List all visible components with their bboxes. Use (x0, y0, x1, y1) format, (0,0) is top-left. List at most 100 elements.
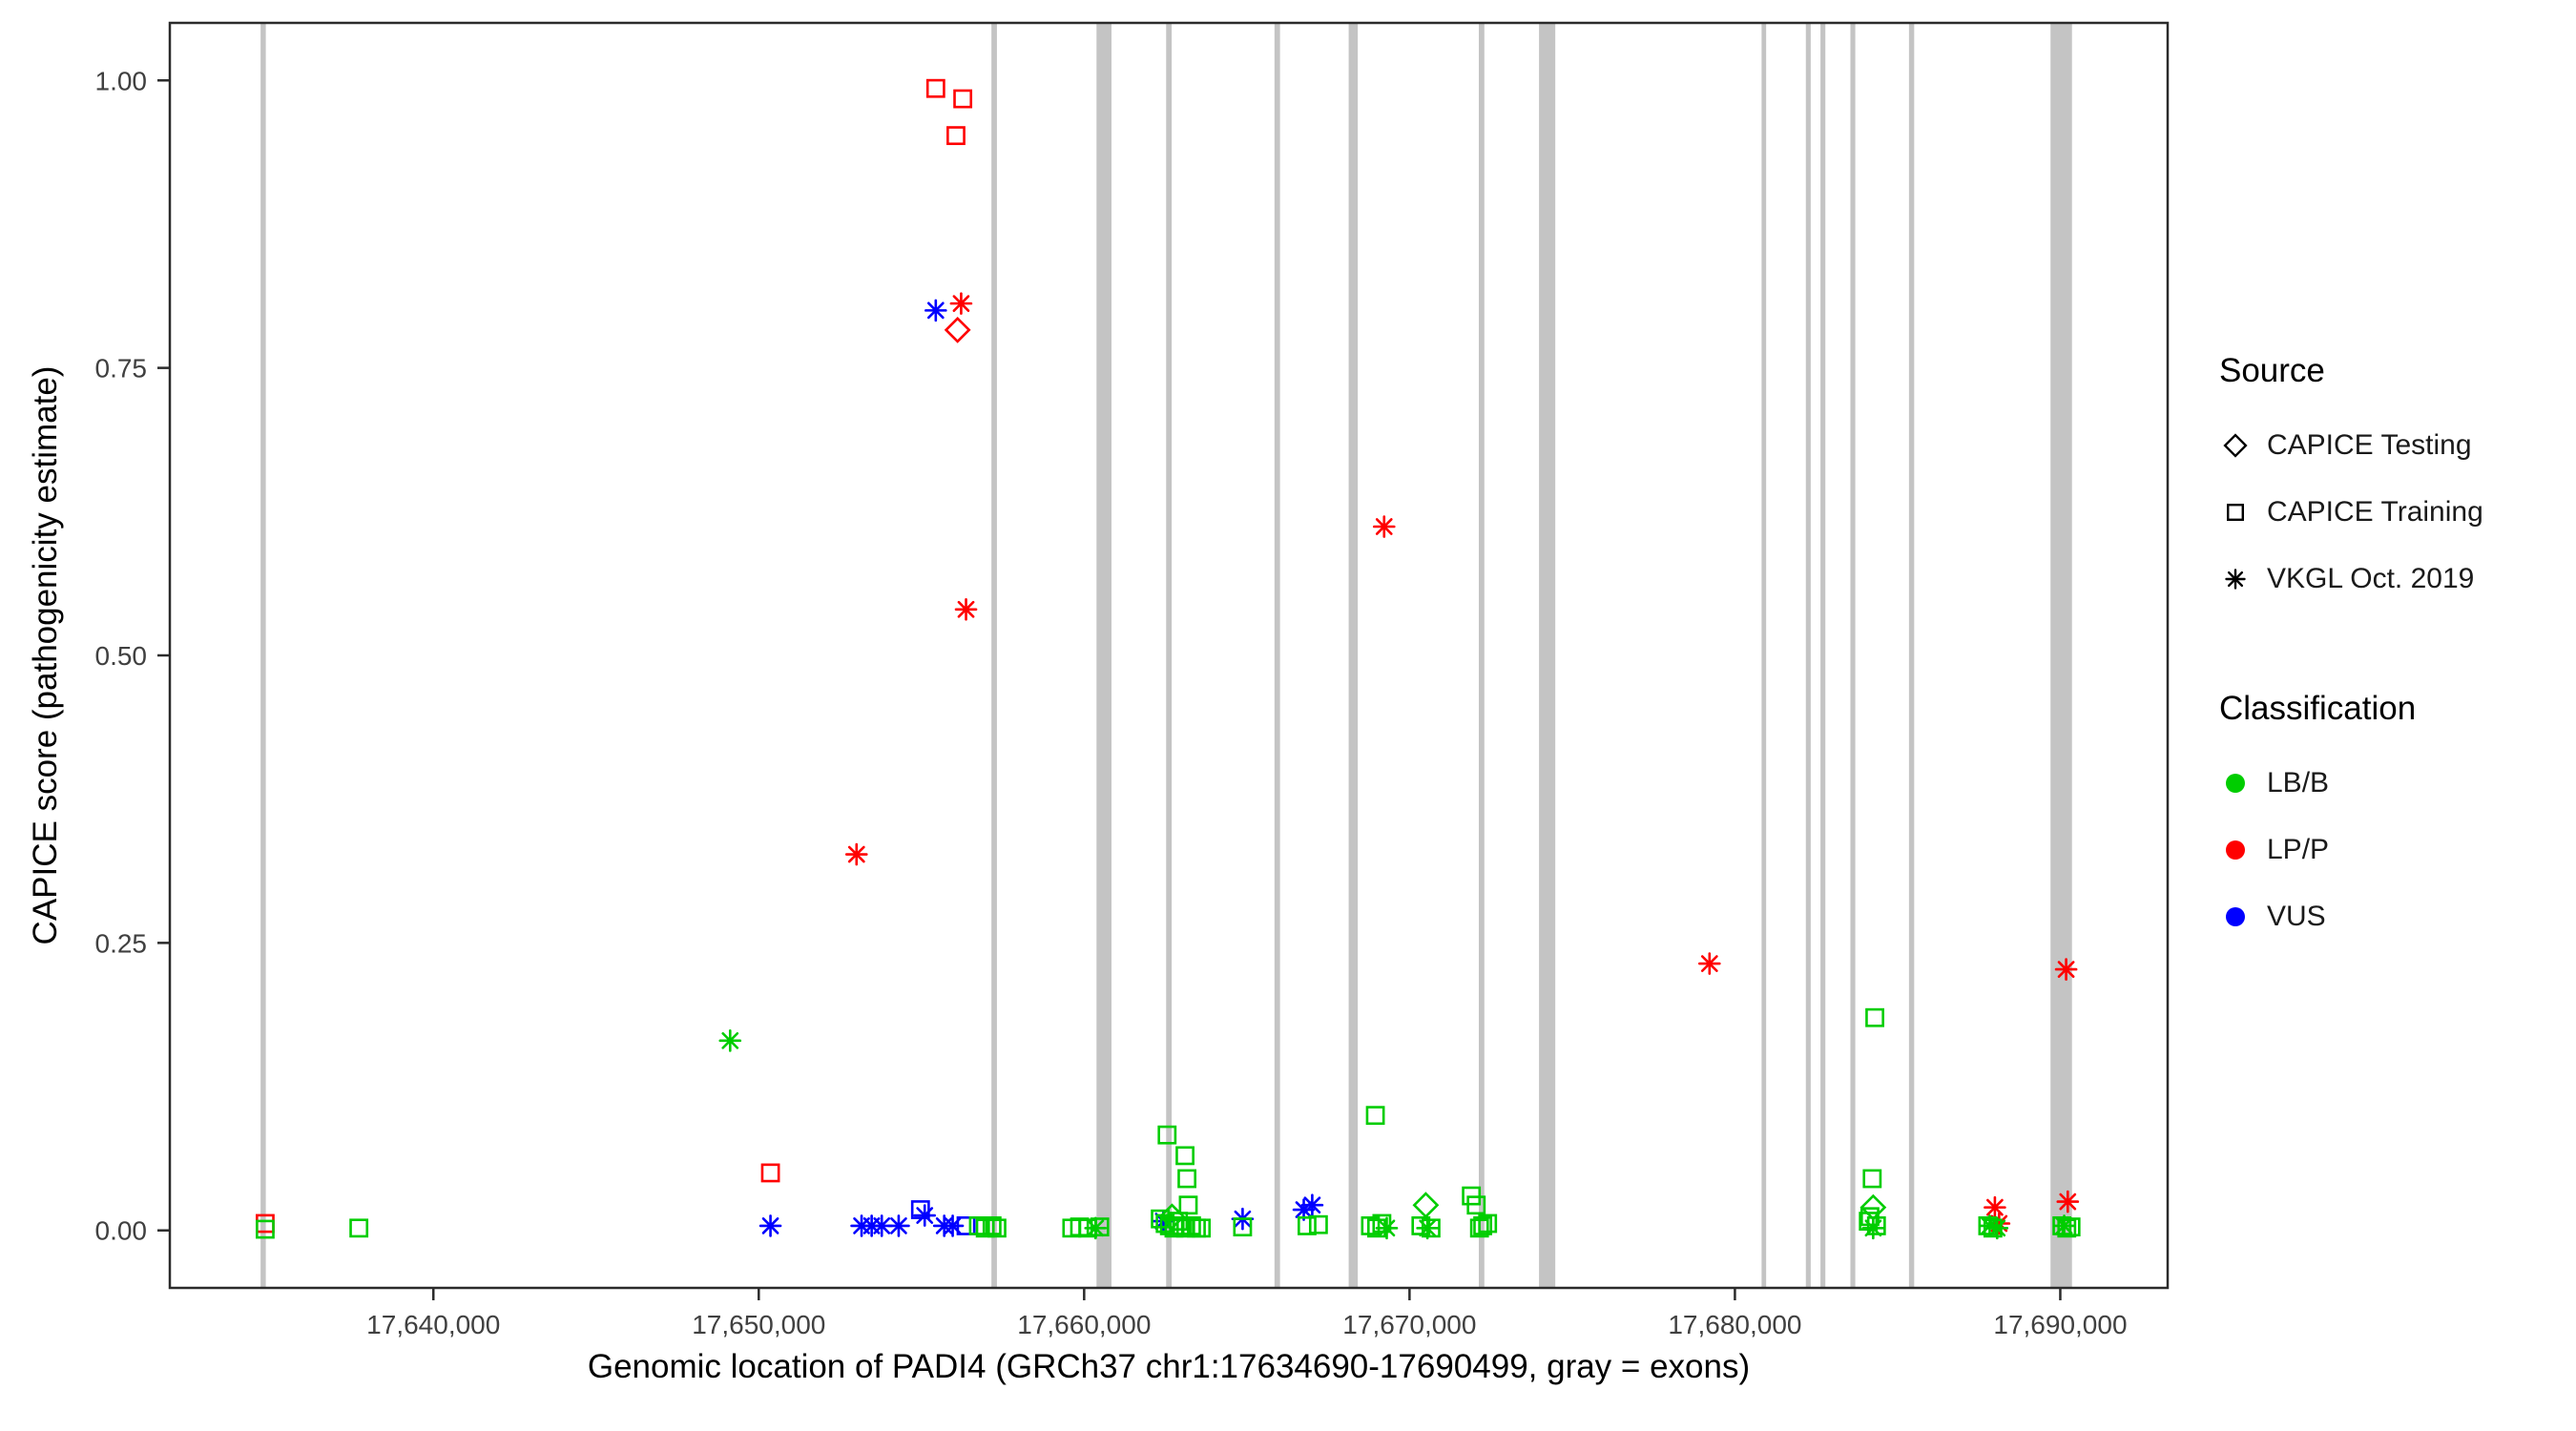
marker-square (1090, 1217, 1110, 1237)
marker-square (1478, 1213, 1498, 1234)
marker-asterisk (2225, 569, 2246, 590)
exon-bar (1096, 23, 1111, 1288)
marker-asterisk (1372, 515, 1396, 538)
exon-bar (1348, 23, 1359, 1288)
legend-item-capice-training: CAPICE Training (2219, 479, 2483, 546)
marker-square (1862, 1169, 1882, 1189)
marker-asterisk (2054, 958, 2078, 981)
marker-square (1175, 1146, 1195, 1166)
marker-asterisk (913, 1204, 937, 1227)
marker-square (1192, 1218, 1212, 1238)
exon-bar (2050, 23, 2072, 1288)
exon-bar (1908, 23, 1915, 1288)
marker-asterisk (941, 1214, 965, 1237)
y-tick-label: 0.25 (95, 928, 148, 958)
legend-item-lpp: LP/P (2219, 817, 2483, 883)
x-axis-title: Genomic location of PADI4 (GRCh37 chr1:1… (587, 1348, 1751, 1385)
legend-classification-title: Classification (2219, 690, 2417, 727)
marker-square (1365, 1106, 1385, 1126)
legend-item-label: LB/B (2267, 767, 2330, 798)
marker-square (1361, 1215, 1381, 1235)
diamond-icon (2223, 433, 2248, 458)
legend-panel: Source CAPICE Testing CAPICE Training VK… (2219, 351, 2483, 950)
marker-square (1178, 1195, 1198, 1215)
legend-item-lbb: LB/B (2219, 750, 2483, 817)
marker-asterisk (887, 1214, 910, 1237)
marker-square (349, 1218, 369, 1238)
legend-item-vus: VUS (2219, 883, 2483, 950)
marker-square (1466, 1195, 1486, 1215)
exon-bar (1850, 23, 1856, 1288)
x-tick-label: 17,660,000 (1017, 1310, 1151, 1339)
lpp-color-dot-icon (2226, 840, 2245, 860)
legend-item-label: CAPICE Training (2267, 496, 2483, 528)
marker-square (946, 126, 966, 146)
exon-bar (1761, 23, 1767, 1288)
legend-item-vkgl: VKGL Oct. 2019 (2219, 546, 2483, 612)
legend-item-label: VKGL Oct. 2019 (2267, 563, 2475, 594)
y-tick-label: 0.50 (95, 641, 148, 671)
marker-square (1157, 1125, 1177, 1145)
marker-square (925, 78, 945, 98)
marker-square (2227, 504, 2244, 521)
exon-bars (260, 23, 2072, 1288)
marker-asterisk (954, 597, 978, 621)
vus-color-dot (2226, 907, 2245, 926)
marker-asterisk (2056, 1190, 2080, 1213)
marker-asterisk (1985, 1216, 2009, 1240)
legend-source-title: Source (2219, 352, 2325, 389)
marker-asterisk (844, 842, 868, 866)
marker-diamond (1412, 1192, 1440, 1219)
marker-asterisk (1698, 952, 1721, 975)
marker-square (1473, 1215, 1493, 1235)
square-icon (2227, 504, 2244, 521)
marker-square (256, 1219, 275, 1239)
exon-bar (1274, 23, 1280, 1288)
y-tick-label: 0.00 (95, 1216, 148, 1246)
marker-asterisk (949, 292, 973, 315)
x-tick-label: 17,640,000 (366, 1310, 500, 1339)
marker-square (1308, 1214, 1328, 1234)
y-tick-label: 0.75 (95, 354, 148, 384)
marker-asterisk (924, 299, 947, 322)
marker-square (982, 1215, 1002, 1235)
x-tick-label: 17,690,000 (1993, 1310, 2127, 1339)
marker-square (968, 1215, 988, 1235)
marker-diamond (2223, 433, 2248, 458)
legend-item-label: LP/P (2267, 834, 2330, 865)
marker-asterisk (2052, 1214, 2076, 1237)
exon-bar (991, 23, 997, 1288)
marker-asterisk (1984, 1195, 2006, 1219)
marker-square (1181, 1215, 1201, 1235)
exon-bar (1166, 23, 1173, 1288)
lpp-color-dot (2226, 840, 2245, 860)
marker-asterisk (718, 1029, 742, 1052)
axes: 17,640,000 17,650,000 17,660,000 17,670,000… (95, 21, 2170, 1339)
lbb-color-dot (2226, 774, 2245, 793)
marker-square (1298, 1215, 1317, 1235)
marker-asterisk (758, 1214, 782, 1237)
marker-square (975, 1218, 995, 1238)
asterisk-icon (2225, 569, 2246, 590)
marker-square (760, 1163, 780, 1183)
marker-square (910, 1200, 930, 1219)
marker-diamond (944, 316, 971, 343)
x-tick-label: 17,650,000 (692, 1310, 825, 1339)
marker-square (1866, 1215, 1886, 1235)
marker-square (1865, 1007, 1884, 1027)
marker-square (953, 89, 973, 109)
exon-bar (1539, 23, 1556, 1288)
marker-square (987, 1218, 1007, 1238)
y-tick-label: 1.00 (95, 66, 148, 95)
vus-color-dot-icon (2226, 907, 2245, 926)
y-axis-title: CAPICE score (pathogenicity estimate) (27, 365, 64, 945)
legend-item-label: CAPICE Testing (2267, 429, 2472, 461)
lbb-color-dot-icon (2226, 774, 2245, 793)
marker-asterisk (1375, 1216, 1399, 1240)
marker-asterisk (1300, 1193, 1324, 1217)
marker-square (1177, 1169, 1197, 1189)
marker-asterisk (1861, 1216, 1885, 1240)
marker-square (1233, 1217, 1253, 1237)
